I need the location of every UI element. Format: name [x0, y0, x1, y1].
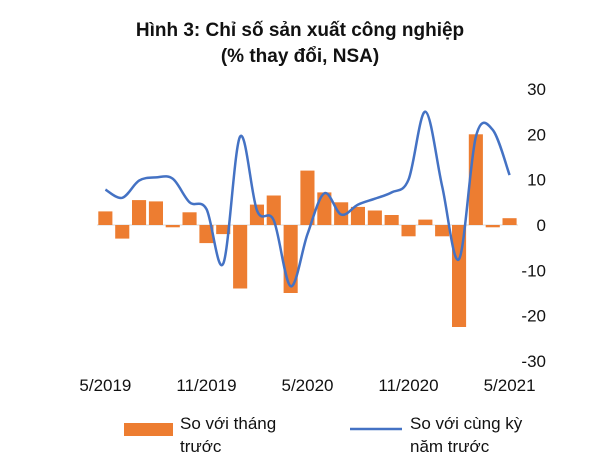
x-tick-label: 5/2019: [79, 376, 131, 395]
y-tick-label: -10: [521, 261, 546, 280]
x-axis-ticks: 5/2019 11/2019 5/2020 11/2020 5/2021: [79, 376, 535, 395]
bar-11/2019: [199, 225, 214, 244]
bar-series: [98, 134, 517, 327]
bar-5/2019: [98, 211, 113, 225]
x-tick-label: 11/2020: [378, 376, 438, 395]
bar-10/2020: [384, 215, 399, 225]
bar-9/2020: [367, 210, 382, 225]
bar-4/2021: [485, 225, 500, 228]
y-tick-label: -20: [521, 307, 546, 326]
legend-line-label-1: So với cùng kỳ: [410, 414, 523, 433]
chart-subtitle: (% thay đổi, NSA): [220, 46, 380, 67]
line-yoy: [104, 110, 511, 288]
y-axis-ticks: 30 20 10 0 -10 -20 -30: [521, 80, 546, 371]
bar-1/2021: [435, 225, 450, 237]
bar-5/2021: [502, 218, 517, 225]
y-tick-label: 20: [527, 125, 546, 144]
legend-line-label-2: năm trước: [410, 437, 490, 456]
x-tick-label: 11/2019: [176, 376, 236, 395]
legend-bar-label-1: So với tháng: [180, 414, 276, 433]
bar-7/2019: [132, 200, 147, 225]
bar-6/2019: [115, 225, 130, 239]
bar-3/2020: [266, 195, 281, 225]
bar-12/2020: [418, 219, 433, 225]
y-tick-label: -30: [521, 352, 546, 371]
legend: So với tháng trước So với cùng kỳ năm tr…: [124, 414, 523, 456]
bar-10/2019: [182, 212, 197, 225]
x-tick-label: 5/2021: [484, 376, 536, 395]
legend-bar-swatch: [124, 423, 173, 436]
x-tick-label: 5/2020: [282, 376, 334, 395]
bar-8/2019: [148, 201, 163, 225]
bar-8/2020: [350, 206, 365, 225]
bar-1/2020: [233, 225, 248, 289]
chart-title: Hình 3: Chỉ số sản xuất công nghiệp: [135, 20, 465, 41]
bar-9/2019: [165, 225, 180, 228]
line-series: [104, 110, 511, 288]
legend-bar-label-2: trước: [180, 437, 222, 456]
bar-11/2020: [401, 225, 416, 237]
y-tick-label: 10: [527, 171, 546, 190]
bar-2/2020: [249, 204, 264, 225]
y-tick-label: 0: [537, 216, 546, 235]
y-tick-label: 30: [527, 80, 546, 99]
bar-5/2020: [300, 170, 315, 225]
bar-12/2019: [216, 225, 231, 235]
